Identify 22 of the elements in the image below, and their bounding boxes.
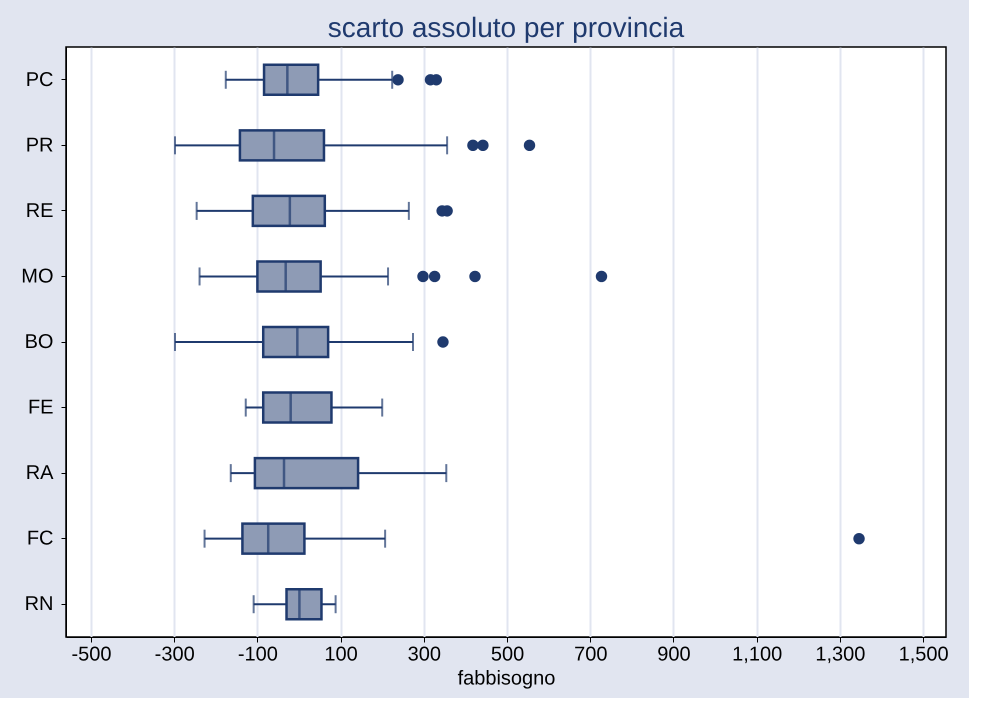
y-tick-label: BO — [24, 331, 54, 353]
x-tick-label: 1,500 — [898, 644, 949, 666]
y-tick-label: FE — [28, 396, 54, 419]
y-tick-label: FC — [26, 528, 54, 550]
x-tick-label: 1,100 — [732, 644, 782, 666]
x-tick-label: 500 — [490, 644, 524, 666]
y-tick-label: PR — [26, 134, 54, 156]
chart-title: scarto assoluto per provincia — [328, 12, 685, 43]
x-tick-label: 100 — [324, 644, 358, 666]
x-tick-label: -100 — [238, 644, 278, 666]
x-tick-label: 900 — [657, 644, 691, 666]
x-tick-label: -300 — [154, 644, 195, 666]
y-tick-label: RA — [26, 462, 54, 484]
x-tick-label: 300 — [408, 644, 442, 666]
x-tick-label: -500 — [71, 644, 112, 666]
y-tick-label: PC — [26, 68, 54, 91]
y-tick-label: MO — [21, 265, 54, 288]
x-tick-label: 700 — [574, 644, 608, 666]
y-tick-label: RN — [24, 593, 54, 616]
x-tick-label: 1,300 — [815, 644, 866, 666]
x-axis-title: fabbisogno — [458, 668, 556, 690]
y-tick-label: RE — [26, 200, 54, 222]
